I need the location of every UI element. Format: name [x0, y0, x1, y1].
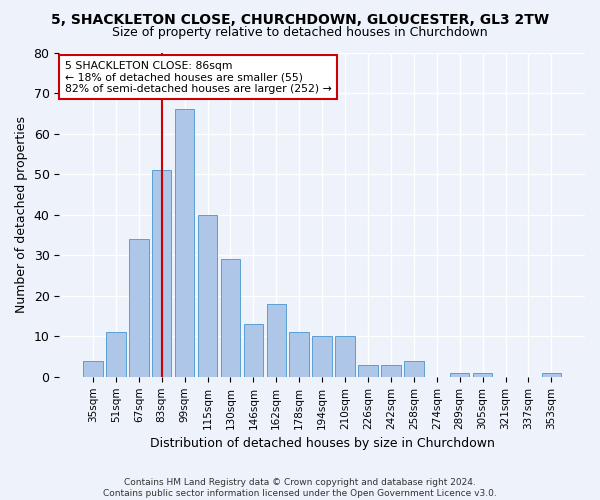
- Bar: [266, 304, 286, 377]
- Text: 5, SHACKLETON CLOSE, CHURCHDOWN, GLOUCESTER, GL3 2TW: 5, SHACKLETON CLOSE, CHURCHDOWN, GLOUCES…: [51, 12, 549, 26]
- Bar: [542, 373, 561, 377]
- Bar: [381, 364, 401, 377]
- Text: 5 SHACKLETON CLOSE: 86sqm
← 18% of detached houses are smaller (55)
82% of semi-: 5 SHACKLETON CLOSE: 86sqm ← 18% of detac…: [65, 60, 331, 94]
- Bar: [152, 170, 172, 377]
- Bar: [221, 260, 240, 377]
- Bar: [404, 360, 424, 377]
- Bar: [335, 336, 355, 377]
- Bar: [129, 239, 149, 377]
- Bar: [313, 336, 332, 377]
- X-axis label: Distribution of detached houses by size in Churchdown: Distribution of detached houses by size …: [150, 437, 494, 450]
- Bar: [450, 373, 469, 377]
- Text: Contains HM Land Registry data © Crown copyright and database right 2024.
Contai: Contains HM Land Registry data © Crown c…: [103, 478, 497, 498]
- Bar: [106, 332, 125, 377]
- Bar: [83, 360, 103, 377]
- Bar: [473, 373, 493, 377]
- Bar: [244, 324, 263, 377]
- Y-axis label: Number of detached properties: Number of detached properties: [15, 116, 28, 313]
- Bar: [289, 332, 309, 377]
- Bar: [358, 364, 378, 377]
- Bar: [198, 214, 217, 377]
- Bar: [175, 110, 194, 377]
- Text: Size of property relative to detached houses in Churchdown: Size of property relative to detached ho…: [112, 26, 488, 39]
